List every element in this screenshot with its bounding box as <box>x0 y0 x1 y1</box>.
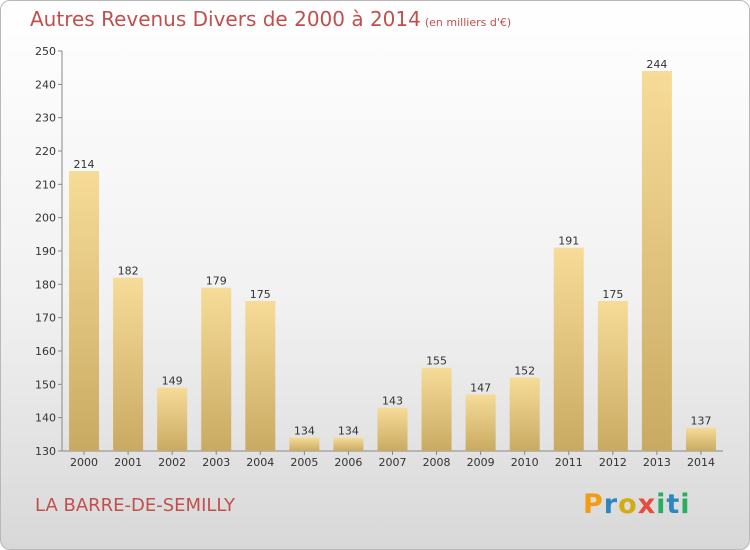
axes-group: 130 140 150 160 170 180 190 200 210 220 230 240 250 <box>35 45 723 458</box>
y-tick-label: 180 <box>35 278 56 291</box>
labels-group: 214 2000 182 2001 149 2002 179 2003 175 2004 134 20… <box>70 58 715 469</box>
x-tick-label: 2004 <box>246 456 274 469</box>
y-tick-label: 160 <box>35 345 56 358</box>
logo-letter: t <box>666 489 681 520</box>
proxiti-logo[interactable]: Proxiti <box>583 489 691 520</box>
bar <box>509 377 540 451</box>
bar-value-label: 143 <box>382 395 403 408</box>
bar <box>113 277 144 451</box>
bar-value-label: 134 <box>294 425 315 438</box>
location-label: LA BARRE-DE-SEMILLY <box>35 495 236 516</box>
y-tick-label: 210 <box>35 178 56 191</box>
y-tick-label: 140 <box>35 412 56 425</box>
bar <box>685 427 716 451</box>
x-tick-label: 2011 <box>555 456 583 469</box>
y-tick-label: 220 <box>35 145 56 158</box>
chart-title-text: Autres Revenus Divers de 2000 à 2014 <box>30 7 421 31</box>
bar-value-label: 152 <box>514 365 535 378</box>
x-tick-label: 2000 <box>70 456 98 469</box>
x-tick-label: 2010 <box>511 456 539 469</box>
bar <box>421 367 452 451</box>
bar <box>641 71 672 451</box>
bars-group <box>69 71 716 451</box>
bar <box>597 301 628 451</box>
bar-value-label: 137 <box>690 415 711 428</box>
bar <box>465 394 496 451</box>
y-tick-label: 170 <box>35 312 56 325</box>
y-tick-label: 130 <box>35 445 56 458</box>
y-tick-label: 250 <box>35 45 56 58</box>
x-tick-label: 2006 <box>334 456 362 469</box>
y-tick-label: 200 <box>35 212 56 225</box>
x-tick-label: 2009 <box>467 456 495 469</box>
y-tick-label: 150 <box>35 378 56 391</box>
x-tick-label: 2008 <box>423 456 451 469</box>
bar <box>289 437 320 451</box>
bar-value-label: 175 <box>250 288 271 301</box>
x-tick-label: 2001 <box>114 456 142 469</box>
bar-value-label: 149 <box>162 375 183 388</box>
bar <box>201 287 232 451</box>
x-tick-label: 2002 <box>158 456 186 469</box>
bar <box>157 387 188 451</box>
logo-letter: r <box>603 489 619 520</box>
x-tick-label: 2013 <box>643 456 671 469</box>
bar-value-label: 182 <box>118 265 139 278</box>
logo-letter: x <box>637 489 657 520</box>
y-tick-label: 240 <box>35 78 56 91</box>
bar <box>333 437 364 451</box>
chart-title: Autres Revenus Divers de 2000 à 2014 (en … <box>30 7 511 31</box>
bar <box>245 301 276 451</box>
bar-value-label: 175 <box>602 288 623 301</box>
bar-value-label: 244 <box>646 58 667 71</box>
y-tick-label: 190 <box>35 245 56 258</box>
bar-value-label: 191 <box>558 235 579 248</box>
bar <box>553 247 584 451</box>
bar <box>69 171 100 451</box>
x-tick-label: 2007 <box>379 456 407 469</box>
logo-letter: P <box>583 489 604 520</box>
bar-value-label: 214 <box>74 158 95 171</box>
x-tick-label: 2003 <box>202 456 230 469</box>
logo-letter: i <box>656 489 667 520</box>
bar-value-label: 134 <box>338 425 359 438</box>
bar-value-label: 155 <box>426 355 447 368</box>
logo-letter: o <box>618 489 638 520</box>
bar-value-label: 147 <box>470 381 491 394</box>
chart-subtitle: (en milliers d'€) <box>424 16 512 29</box>
logo-letter: i <box>680 489 691 520</box>
x-tick-label: 2014 <box>687 456 715 469</box>
x-tick-label: 2012 <box>599 456 627 469</box>
bar-value-label: 179 <box>206 275 227 288</box>
y-tick-label: 230 <box>35 112 56 125</box>
x-tick-label: 2005 <box>290 456 318 469</box>
bar <box>377 407 408 451</box>
